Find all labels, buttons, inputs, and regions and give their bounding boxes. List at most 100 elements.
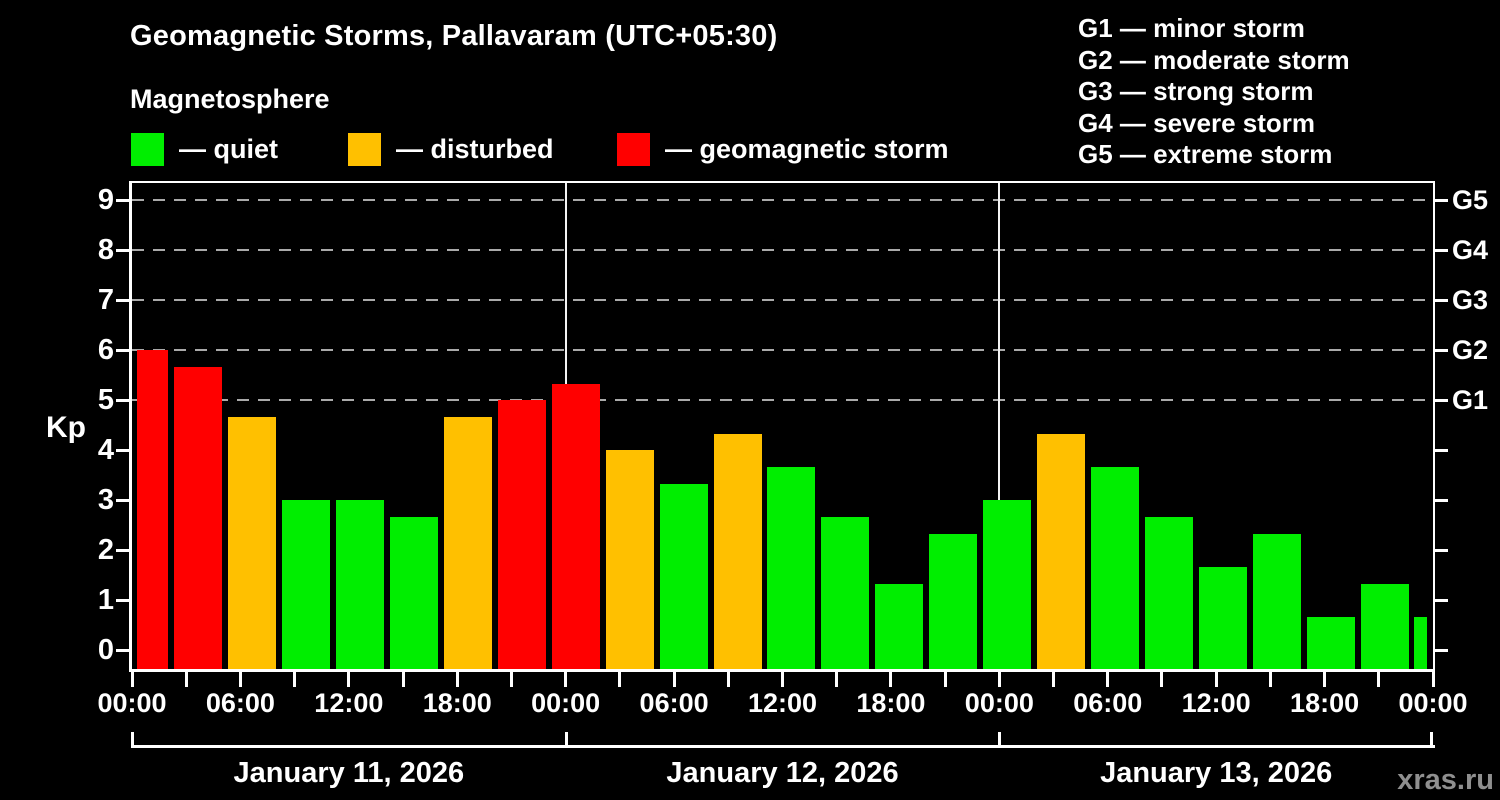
y-axis-tick [116, 449, 129, 452]
page-title: Geomagnetic Storms, Pallavaram (UTC+05:3… [130, 20, 778, 52]
x-axis-tick [1323, 672, 1327, 687]
x-axis-tick [1268, 672, 1272, 687]
date-bracket-stub [131, 732, 134, 748]
x-axis-tick-label: 00:00 [964, 688, 1034, 718]
legend-item: — quiet [131, 132, 278, 166]
y-axis-tick [116, 499, 129, 502]
kp-bar [336, 500, 385, 669]
kp-gridline [132, 399, 1433, 401]
legend-swatch-quiet [131, 132, 164, 166]
x-axis-tick [184, 672, 188, 687]
x-axis-tick [130, 672, 134, 687]
kp-bar [1306, 616, 1355, 669]
kp-bar [1252, 533, 1301, 669]
watermark: xras.ru [1397, 764, 1494, 796]
g-scale-line: G2 — moderate storm [1078, 44, 1350, 75]
g-scale-axis-label: G1 [1452, 385, 1489, 415]
y-axis-tick-label: 5 [97, 384, 114, 416]
plot-area [129, 181, 1435, 672]
kp-bar [767, 466, 816, 669]
date-label: January 13, 2026 [1100, 757, 1333, 789]
x-axis-tick [293, 672, 297, 687]
y-axis-tick-label: 2 [97, 534, 114, 566]
kp-gridline [132, 249, 1433, 251]
x-axis-tick [781, 672, 784, 687]
x-axis-tick [455, 672, 459, 687]
x-axis-tick [564, 672, 568, 687]
right-axis-tick [1435, 349, 1448, 352]
x-axis-tick-label: 00:00 [1398, 688, 1468, 718]
kp-axis-title: Kp [46, 411, 86, 444]
y-axis-tick-label: 9 [97, 184, 114, 216]
date-label: January 12, 2026 [666, 757, 899, 789]
legend-label: — disturbed [396, 133, 554, 164]
right-axis-tick [1435, 199, 1448, 202]
kp-gridline [132, 199, 1433, 201]
kp-bar [497, 400, 546, 669]
x-axis-tick [347, 672, 351, 687]
right-axis-tick [1435, 549, 1448, 552]
x-axis-tick [1214, 672, 1218, 687]
right-axis-tick [1435, 299, 1448, 302]
kp-bar [137, 350, 168, 669]
x-axis-tick [1052, 672, 1056, 687]
legend-label: — geomagnetic storm [665, 133, 949, 164]
date-bracket [132, 745, 1435, 748]
y-axis-tick-label: 7 [97, 284, 114, 316]
g-scale-axis-label: G4 [1452, 235, 1489, 265]
kp-bar [1144, 516, 1193, 669]
y-axis-tick [116, 399, 129, 402]
x-axis-tick [401, 672, 405, 687]
x-axis-tick-label: 12:00 [747, 688, 818, 718]
g-scale-line: G3 — strong storm [1078, 76, 1314, 106]
kp-bar [1360, 583, 1409, 669]
x-axis-tick-label: 12:00 [314, 688, 384, 718]
kp-bar [875, 583, 924, 669]
right-axis-tick [1435, 249, 1448, 252]
g-scale-axis-label: G3 [1452, 285, 1489, 315]
right-axis-tick [1435, 399, 1448, 402]
kp-gridline [132, 349, 1433, 351]
x-axis-tick [1431, 672, 1435, 687]
x-axis-tick-label: 00:00 [97, 688, 167, 718]
legend-item: — geomagnetic storm [617, 132, 949, 166]
legend-swatch-disturbed [348, 132, 381, 166]
right-axis-tick [1435, 599, 1448, 602]
x-axis-tick-label: 12:00 [1181, 688, 1251, 718]
kp-gridline [132, 299, 1433, 301]
right-axis-tick [1435, 649, 1448, 652]
y-axis-tick-label: 3 [97, 484, 114, 516]
x-axis-tick [618, 672, 622, 687]
y-axis-tick [116, 599, 129, 602]
kp-bar [605, 450, 654, 669]
date-bracket-stub [564, 732, 568, 748]
g-scale-axis-label: G5 [1452, 185, 1489, 215]
kp-bar [1090, 466, 1139, 669]
legend-item: — disturbed [348, 132, 554, 166]
x-axis-tick-label: 06:00 [639, 688, 709, 718]
date-label: January 11, 2026 [233, 757, 465, 789]
date-bracket-stub [1430, 732, 1433, 748]
x-axis-tick-label: 00:00 [531, 688, 601, 718]
right-axis-tick [1435, 449, 1448, 452]
y-axis-tick [116, 549, 129, 552]
y-axis-tick-label: 1 [97, 584, 114, 616]
chart-subtitle: Magnetosphere [130, 84, 330, 114]
kp-bar [1198, 566, 1247, 669]
date-bracket-stub [998, 732, 1002, 748]
g-scale-line: G4 — severe storm [1078, 107, 1316, 138]
y-axis-tick-label: 0 [97, 634, 114, 666]
kp-bar [174, 366, 223, 669]
kp-bar [929, 533, 978, 669]
y-axis-tick-label: 4 [97, 434, 114, 466]
kp-bar [983, 500, 1032, 669]
x-axis-tick [943, 672, 947, 687]
x-axis-tick [835, 672, 839, 687]
g-scale-line: G5 — extreme storm [1078, 139, 1333, 169]
kp-bar [821, 516, 870, 669]
x-axis-tick-label: 18:00 [1290, 688, 1360, 718]
x-axis-tick [672, 672, 676, 687]
kp-bar [551, 383, 600, 669]
day-boundary-line [998, 183, 1001, 669]
